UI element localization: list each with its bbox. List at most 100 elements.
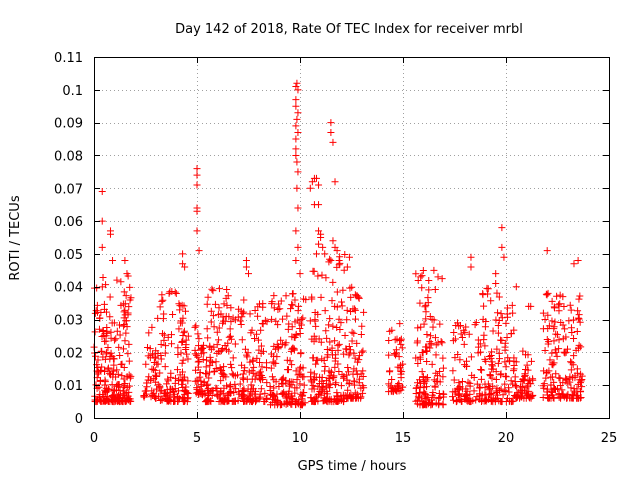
data-point xyxy=(101,367,109,375)
data-point xyxy=(184,355,192,363)
data-point xyxy=(217,377,225,385)
data-point xyxy=(506,357,514,365)
data-point xyxy=(277,336,285,344)
data-point xyxy=(498,243,506,251)
data-point xyxy=(212,358,220,366)
data-point xyxy=(140,392,148,400)
data-point xyxy=(175,325,183,333)
data-point xyxy=(260,398,268,406)
data-point xyxy=(501,386,509,394)
data-point xyxy=(251,334,259,342)
data-point xyxy=(227,318,235,326)
data-point xyxy=(173,392,181,400)
data-point xyxy=(559,391,567,399)
data-point xyxy=(161,349,169,357)
data-point xyxy=(243,353,251,361)
data-point xyxy=(425,286,433,294)
data-point xyxy=(240,296,248,304)
data-point xyxy=(140,393,148,401)
data-point xyxy=(338,298,346,306)
data-point xyxy=(567,358,575,366)
data-point xyxy=(178,380,186,388)
data-point xyxy=(182,336,190,344)
data-point xyxy=(335,340,343,348)
data-point xyxy=(497,398,505,406)
data-point xyxy=(288,290,296,298)
data-point xyxy=(159,330,167,338)
data-point xyxy=(180,302,188,310)
data-point xyxy=(192,366,200,374)
data-point xyxy=(167,331,175,339)
data-point xyxy=(396,337,404,345)
y-tick-label: 0.07 xyxy=(54,182,83,197)
data-point xyxy=(298,395,306,403)
data-point xyxy=(101,337,109,345)
data-point xyxy=(269,358,277,366)
data-point xyxy=(501,358,509,366)
data-point xyxy=(121,382,129,390)
data-point xyxy=(213,341,221,349)
data-point xyxy=(249,357,257,365)
data-point xyxy=(350,377,358,385)
data-point xyxy=(422,308,430,316)
data-point xyxy=(390,350,398,358)
data-point xyxy=(514,392,522,400)
data-point xyxy=(501,343,509,351)
data-point xyxy=(493,389,501,397)
data-point xyxy=(567,384,575,392)
data-point xyxy=(387,383,395,391)
data-point xyxy=(511,378,519,386)
data-point xyxy=(256,368,264,376)
data-point xyxy=(158,291,166,299)
data-point xyxy=(455,379,463,387)
data-point xyxy=(210,368,218,376)
data-point xyxy=(462,323,470,331)
data-point xyxy=(120,308,128,316)
data-point xyxy=(429,400,437,408)
data-point xyxy=(493,345,501,353)
data-point xyxy=(355,356,363,364)
data-point xyxy=(120,375,128,383)
data-point xyxy=(274,305,282,313)
data-point xyxy=(321,307,329,315)
data-point xyxy=(494,329,502,337)
data-point xyxy=(552,348,560,356)
data-point xyxy=(110,367,118,375)
data-point xyxy=(420,320,428,328)
data-point xyxy=(217,366,225,374)
data-point xyxy=(486,371,494,379)
data-point xyxy=(480,302,488,310)
data-point xyxy=(577,377,585,385)
data-point xyxy=(278,379,286,387)
data-point xyxy=(562,333,570,341)
data-point xyxy=(283,366,291,374)
data-point xyxy=(288,323,296,331)
data-point xyxy=(204,380,212,388)
data-point xyxy=(96,396,104,404)
data-point xyxy=(113,276,121,284)
data-point xyxy=(525,380,533,388)
data-point xyxy=(495,293,503,301)
data-point xyxy=(326,380,334,388)
data-point xyxy=(116,352,124,360)
data-point xyxy=(494,322,502,330)
data-point xyxy=(570,334,578,342)
data-point xyxy=(99,326,107,334)
data-point xyxy=(174,344,182,352)
data-point xyxy=(102,281,110,289)
data-point xyxy=(328,347,336,355)
data-point xyxy=(312,360,320,368)
data-point xyxy=(210,323,218,331)
data-point xyxy=(426,338,434,346)
data-point xyxy=(552,370,560,378)
data-point xyxy=(158,297,166,305)
data-point xyxy=(113,366,121,374)
data-point xyxy=(309,397,317,405)
data-point xyxy=(203,397,211,405)
data-point xyxy=(555,301,563,309)
data-point xyxy=(217,347,225,355)
data-point xyxy=(551,304,558,312)
data-point xyxy=(279,315,287,323)
data-point xyxy=(179,332,187,340)
data-point xyxy=(498,314,506,322)
